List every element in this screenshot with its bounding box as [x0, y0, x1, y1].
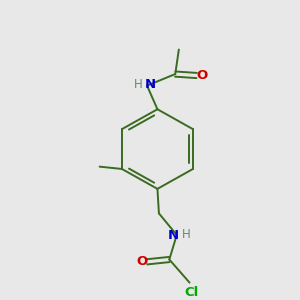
Text: Cl: Cl [184, 286, 198, 299]
Text: H: H [182, 228, 191, 241]
Text: H: H [134, 78, 143, 91]
Text: O: O [136, 255, 147, 268]
Text: O: O [196, 69, 208, 82]
Text: N: N [145, 78, 156, 91]
Text: N: N [167, 229, 178, 242]
